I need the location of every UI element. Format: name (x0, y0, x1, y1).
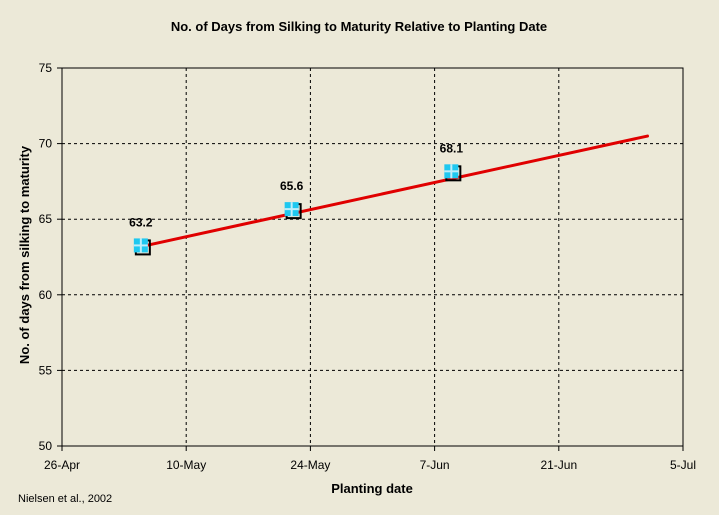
axis-ticks: 26-Apr 10-May 24-May 7-Jun 21-Jun 5-Jul 50 55 60… (39, 61, 696, 472)
x-tick-label: 7-Jun (420, 458, 450, 472)
x-tick-label: 24-May (290, 458, 330, 472)
x-tick-label: 10-May (166, 458, 206, 472)
y-tick-label: 65 (39, 212, 53, 226)
grid (62, 68, 683, 446)
plot-area (61, 67, 684, 447)
y-tick-label: 55 (39, 363, 53, 377)
y-tick-label: 75 (39, 61, 53, 75)
chart-title: No. of Days from Silking to Maturity Rel… (171, 19, 547, 34)
x-tick-label: 5-Jul (670, 458, 696, 472)
y-axis-label: No. of days from silking to maturity (17, 145, 32, 364)
trendline-group (140, 134, 650, 248)
data-point: 63.2 (129, 215, 153, 256)
data-label: 63.2 (129, 215, 153, 229)
data-points: 63.2 65.6 68.1 (129, 141, 464, 256)
data-point: 68.1 (440, 141, 464, 182)
data-label: 68.1 (440, 141, 464, 155)
source-credit: Nielsen et al., 2002 (18, 493, 112, 505)
trendline (140, 134, 650, 248)
y-tick-label: 50 (39, 439, 53, 453)
data-label: 65.6 (280, 179, 304, 193)
x-axis-label: Planting date (331, 481, 413, 496)
data-point: 65.6 (280, 179, 304, 220)
y-tick-label: 60 (39, 288, 53, 302)
x-tick-label: 26-Apr (44, 458, 80, 472)
y-tick-label: 70 (39, 137, 53, 151)
x-tick-label: 21-Jun (540, 458, 577, 472)
